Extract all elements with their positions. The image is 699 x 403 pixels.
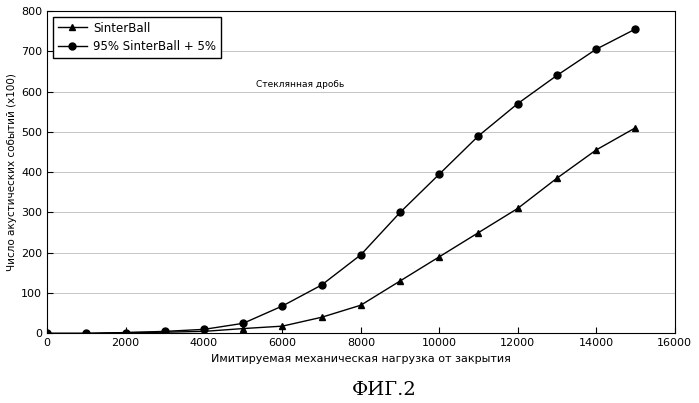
SinterBall <box>356 303 365 307</box>
SinterBall <box>122 330 130 335</box>
SinterBall <box>43 331 51 336</box>
SinterBall <box>631 125 640 130</box>
SinterBall <box>592 147 600 152</box>
Text: ФИГ.2: ФИГ.2 <box>352 381 417 399</box>
Y-axis label: Число акустических событий (х100): Число акустических событий (х100) <box>7 73 17 271</box>
Text: Стеклянная дробь: Стеклянная дробь <box>257 80 345 89</box>
SinterBall <box>82 331 90 336</box>
SinterBall <box>475 230 483 235</box>
SinterBall <box>239 326 247 331</box>
X-axis label: Имитируемая механическая нагрузка от закрытия: Имитируемая механическая нагрузка от зак… <box>211 354 511 364</box>
SinterBall <box>278 324 287 328</box>
Legend: SinterBall, 95% SinterBall + 5%: SinterBall, 95% SinterBall + 5% <box>53 17 221 58</box>
SinterBall <box>200 329 208 334</box>
SinterBall <box>317 315 326 320</box>
SinterBall <box>435 254 443 259</box>
SinterBall <box>396 278 404 283</box>
Line: SinterBall: SinterBall <box>43 125 639 337</box>
SinterBall <box>514 206 522 211</box>
SinterBall <box>161 330 169 334</box>
SinterBall <box>553 176 561 181</box>
